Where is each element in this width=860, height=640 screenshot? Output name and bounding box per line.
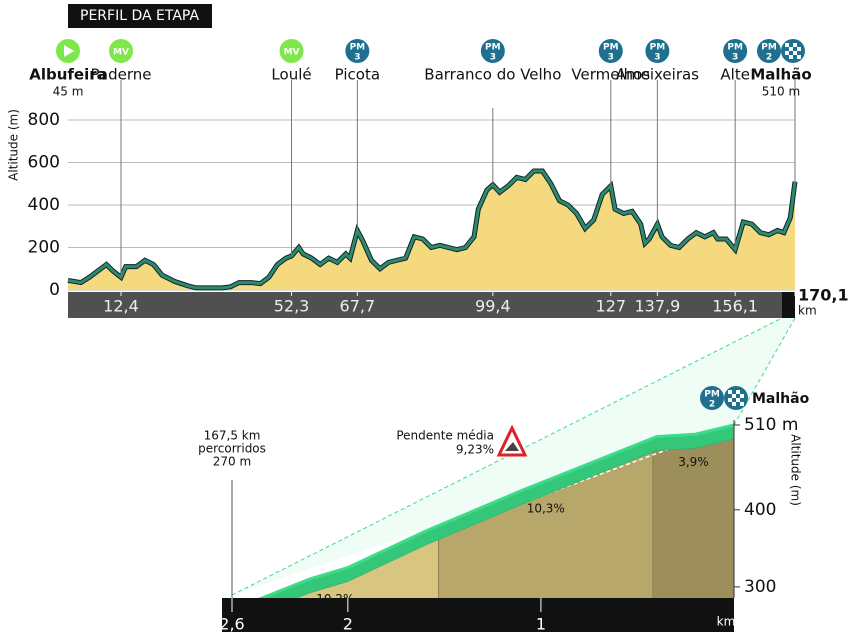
finish-flag: [789, 55, 793, 59]
km-bar: [222, 598, 734, 632]
badge-text: PM: [704, 390, 720, 400]
finish-flag: [789, 47, 793, 51]
y-tick-label: 400: [28, 195, 60, 215]
finish-flag: [785, 43, 789, 47]
elevation-label: 510 m: [762, 85, 800, 99]
waypoint-label: Paderne: [91, 66, 152, 84]
y-tick-label: 800: [28, 110, 60, 130]
finish-flag: [732, 394, 736, 398]
finish-flag: [785, 51, 789, 55]
finish-flag: [728, 390, 732, 394]
profile-line: [67, 169, 797, 290]
y-tick-label: 200: [28, 238, 60, 258]
gradient-label: 10,3%: [527, 501, 565, 515]
start-annotation: percorridos: [198, 442, 266, 456]
badge: [345, 39, 370, 63]
x-tick-label: 127: [596, 297, 627, 316]
warning-icon: [496, 424, 528, 457]
finish-flag: [793, 43, 797, 47]
y-axis-label: Altitude (m): [7, 109, 21, 181]
badge-text: 3: [732, 53, 738, 63]
y-tick-label: 600: [28, 153, 60, 173]
badge-text: MV: [113, 48, 129, 58]
chart-title: PERFIL DA ETAPA: [80, 8, 199, 24]
badge-text: 2: [766, 53, 772, 63]
x-tick-label: 12,4: [103, 297, 139, 316]
badge: [700, 386, 724, 410]
finish-flag: [740, 394, 744, 398]
x-tick-label: 67,7: [340, 297, 376, 316]
average-value: 9,23%: [456, 443, 494, 457]
y-axis-label: Altitude (m): [789, 434, 803, 506]
badge: [480, 39, 505, 63]
waypoint-label: Loulé: [271, 66, 311, 84]
waypoint-label: Malhão: [750, 66, 811, 84]
x-unit: km: [798, 304, 817, 318]
badge-text: PM: [761, 43, 777, 53]
badge-text: 3: [654, 53, 660, 63]
km-bar: [68, 292, 795, 318]
x-tick-label: 2,6: [219, 615, 244, 634]
badge-text: PM: [603, 43, 619, 53]
x-tick-label: 170,1: [798, 286, 849, 305]
elevation-label: 45 m: [53, 85, 84, 99]
area-fill: [68, 171, 795, 290]
waypoint-label: Ameixeiras: [616, 66, 699, 84]
finish-flag: [732, 402, 736, 406]
average-label: Pendente média: [396, 429, 494, 443]
waypoint-label: Picota: [335, 66, 380, 84]
gradient-label: 3,9%: [678, 455, 709, 469]
x-unit: km: [717, 615, 736, 629]
finish-flag: [740, 402, 744, 406]
start-annotation: 270 m: [213, 455, 251, 469]
title-box: [68, 4, 212, 28]
x-tick-label: 52,3: [274, 297, 310, 316]
y-tick-label: 510 m: [744, 415, 798, 435]
warning-icon: [505, 442, 519, 451]
badge-text: 2: [709, 400, 715, 410]
badge-text: 3: [608, 53, 614, 63]
badge: [723, 39, 748, 63]
y-tick-label: 0: [49, 280, 60, 300]
climb-title: Malhão: [752, 391, 810, 407]
badge: [598, 39, 623, 63]
waypoint-label: Alte: [720, 66, 750, 84]
finish-flag: [797, 55, 801, 59]
x-tick-label: 2: [343, 615, 353, 634]
badge-text: MV: [284, 48, 300, 58]
start-icon: [64, 45, 74, 57]
x-tick-label: 99,4: [475, 297, 511, 316]
finish-flag: [736, 398, 740, 402]
y-tick-label: 400: [744, 500, 776, 520]
badge-text: 3: [490, 53, 496, 63]
segment: [652, 425, 734, 610]
badge-text: 3: [354, 53, 360, 63]
finish-flag: [797, 47, 801, 51]
badge-text: PM: [727, 43, 743, 53]
badge-text: PM: [350, 43, 366, 53]
x-tick-label: 156,1: [712, 297, 758, 316]
badge: [645, 39, 670, 63]
badge-text: PM: [650, 43, 666, 53]
surface-line: [231, 423, 735, 612]
y-tick-label: 300: [744, 577, 776, 597]
badge: [108, 39, 133, 63]
finish-flag: [793, 51, 797, 55]
badge: [279, 39, 304, 63]
waypoint-label: Barranco do Velho: [424, 66, 561, 84]
badge-text: PM: [485, 43, 501, 53]
finish-flag: [736, 390, 740, 394]
km-bar-end: [782, 292, 795, 318]
waypoint-label: Vermelhos: [571, 66, 650, 84]
badge: [757, 39, 781, 63]
start-label: Albufeira: [29, 66, 107, 84]
finish-flag: [728, 398, 732, 402]
x-tick-label: 137,9: [634, 297, 680, 316]
connector: [231, 317, 783, 596]
x-tick-label: 1: [536, 615, 546, 634]
start-annotation: 167,5 km: [204, 429, 261, 443]
